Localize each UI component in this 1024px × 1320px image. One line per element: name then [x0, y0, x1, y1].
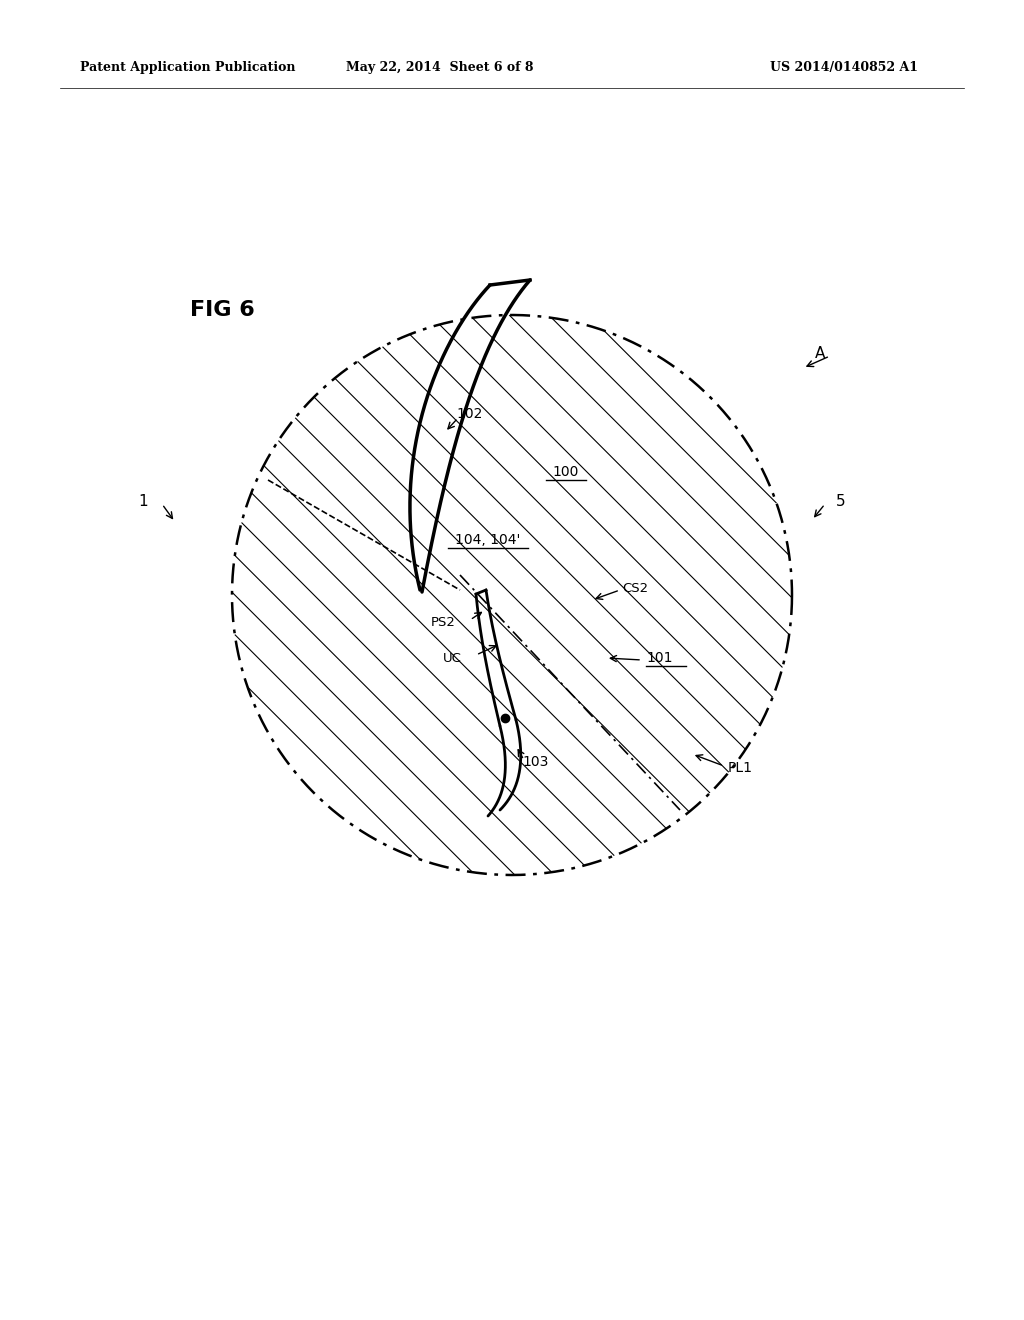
Text: 104, 104': 104, 104' [456, 533, 520, 546]
Text: PS2: PS2 [431, 615, 456, 628]
Text: PL1: PL1 [728, 762, 753, 775]
Text: 5: 5 [836, 495, 846, 510]
Text: 100: 100 [553, 465, 580, 479]
Text: 102: 102 [456, 407, 482, 421]
Text: 101: 101 [646, 651, 673, 665]
Text: 1: 1 [138, 495, 148, 510]
Text: A: A [815, 346, 825, 362]
Text: May 22, 2014  Sheet 6 of 8: May 22, 2014 Sheet 6 of 8 [346, 62, 534, 74]
Text: US 2014/0140852 A1: US 2014/0140852 A1 [770, 62, 918, 74]
Text: CS2: CS2 [622, 582, 648, 594]
Text: FIG 6: FIG 6 [190, 300, 255, 319]
Text: UC: UC [443, 652, 462, 664]
Text: 103: 103 [522, 755, 549, 770]
Text: Patent Application Publication: Patent Application Publication [80, 62, 296, 74]
